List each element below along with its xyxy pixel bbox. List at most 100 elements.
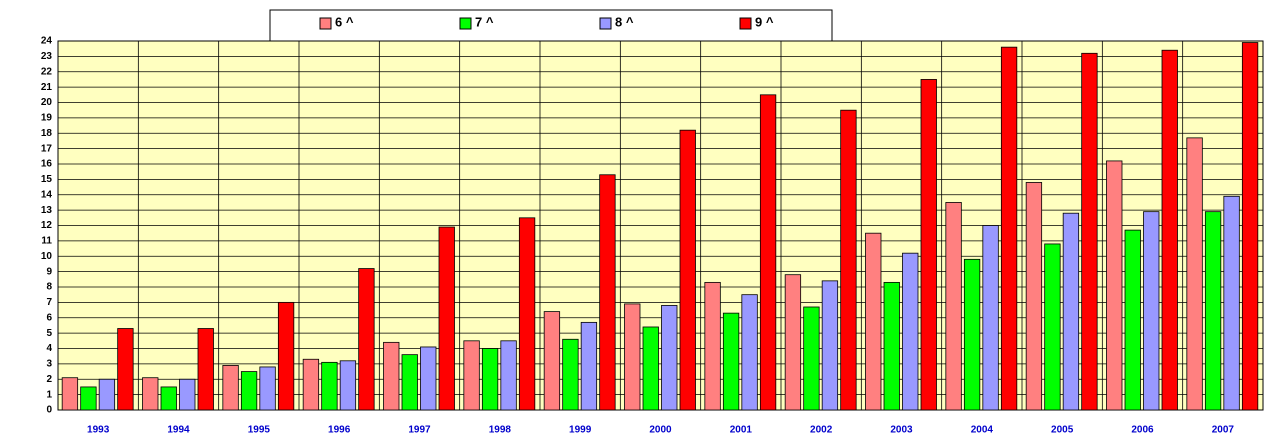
y-tick-label: 12 bbox=[41, 220, 53, 231]
y-tick-label: 18 bbox=[41, 128, 53, 139]
bar bbox=[277, 301, 295, 411]
y-tick-label: 3 bbox=[46, 359, 52, 370]
bar bbox=[383, 341, 400, 411]
bar bbox=[562, 338, 579, 411]
bar bbox=[1241, 42, 1259, 411]
bar bbox=[1106, 160, 1123, 411]
bar bbox=[704, 281, 721, 411]
y-tick-label: 10 bbox=[41, 251, 53, 262]
bar bbox=[945, 202, 962, 411]
bar bbox=[222, 365, 239, 411]
bar bbox=[438, 226, 455, 411]
bar bbox=[624, 303, 641, 411]
bar bbox=[98, 378, 116, 411]
bar bbox=[902, 252, 919, 411]
legend-label: 8 ^ bbox=[615, 14, 634, 29]
y-tick-label: 13 bbox=[41, 205, 53, 216]
x-tick-label: 2005 bbox=[1051, 425, 1074, 436]
legend bbox=[269, 9, 833, 42]
bar bbox=[661, 305, 678, 411]
y-tick-label: 24 bbox=[41, 36, 53, 47]
bar bbox=[982, 225, 999, 411]
bar bbox=[821, 280, 839, 411]
bar bbox=[321, 361, 338, 411]
bar bbox=[1143, 211, 1160, 411]
bar bbox=[1000, 46, 1018, 411]
y-tick-label: 8 bbox=[46, 282, 52, 293]
bar bbox=[840, 109, 857, 411]
bar bbox=[920, 79, 937, 411]
x-tick-label: 2007 bbox=[1212, 425, 1235, 436]
legend-label: 7 ^ bbox=[475, 14, 494, 29]
bar bbox=[1044, 243, 1061, 411]
bar bbox=[543, 311, 561, 411]
y-tick-label: 2 bbox=[46, 374, 52, 385]
bar bbox=[481, 348, 499, 411]
bar bbox=[240, 371, 258, 411]
legend-swatch bbox=[739, 17, 752, 30]
legend-label: 6 ^ bbox=[335, 14, 354, 29]
bar bbox=[722, 312, 740, 411]
x-tick-label: 1997 bbox=[408, 425, 431, 436]
y-tick-label: 14 bbox=[41, 189, 53, 200]
bar bbox=[1204, 211, 1222, 411]
y-tick-label: 7 bbox=[46, 297, 52, 308]
y-tick-label: 21 bbox=[41, 82, 53, 93]
bar bbox=[160, 386, 177, 411]
bar bbox=[358, 268, 375, 411]
y-tick-label: 4 bbox=[46, 343, 52, 354]
bar bbox=[599, 174, 616, 411]
bar bbox=[1062, 212, 1080, 411]
bar bbox=[1161, 49, 1178, 411]
x-tick-label: 2002 bbox=[810, 425, 833, 436]
bar bbox=[784, 274, 802, 411]
legend-swatch bbox=[319, 17, 332, 30]
legend-swatch bbox=[599, 17, 612, 30]
bar bbox=[1025, 182, 1043, 411]
y-tick-label: 15 bbox=[41, 174, 53, 185]
bar bbox=[642, 326, 659, 411]
x-tick-label: 1995 bbox=[248, 425, 271, 436]
y-tick-label: 1 bbox=[46, 389, 52, 400]
y-tick-label: 5 bbox=[46, 328, 52, 339]
bar bbox=[741, 294, 758, 411]
bar bbox=[803, 306, 820, 411]
y-tick-label: 17 bbox=[41, 143, 53, 154]
bar bbox=[117, 328, 134, 411]
bar bbox=[679, 129, 696, 411]
bar bbox=[142, 377, 159, 411]
bar bbox=[401, 354, 418, 411]
bar bbox=[759, 94, 777, 411]
y-tick-label: 11 bbox=[41, 236, 52, 247]
bar bbox=[80, 386, 97, 411]
bar bbox=[1081, 52, 1098, 411]
y-tick-label: 19 bbox=[41, 113, 53, 124]
x-tick-label: 1994 bbox=[167, 425, 190, 436]
x-tick-label: 2001 bbox=[730, 425, 753, 436]
x-tick-label: 1999 bbox=[569, 425, 592, 436]
bar bbox=[1186, 137, 1203, 411]
legend-label: 9 ^ bbox=[755, 14, 774, 29]
y-tick-label: 20 bbox=[41, 97, 53, 108]
x-tick-label: 1996 bbox=[328, 425, 351, 436]
legend-swatch bbox=[459, 17, 472, 30]
bar bbox=[1124, 229, 1141, 411]
x-tick-label: 2000 bbox=[649, 425, 672, 436]
bar bbox=[580, 321, 598, 411]
y-tick-label: 9 bbox=[46, 266, 52, 277]
bar bbox=[302, 358, 320, 411]
bar bbox=[463, 340, 480, 411]
bar bbox=[179, 378, 196, 411]
bar bbox=[420, 346, 437, 411]
x-tick-label: 1993 bbox=[87, 425, 110, 436]
bar bbox=[500, 340, 517, 411]
y-tick-label: 22 bbox=[41, 66, 53, 77]
bar bbox=[865, 232, 882, 411]
bar bbox=[1223, 195, 1240, 411]
bar bbox=[61, 377, 79, 411]
bar bbox=[339, 360, 357, 411]
bar bbox=[259, 366, 276, 411]
x-tick-label: 2006 bbox=[1131, 425, 1154, 436]
y-tick-label: 16 bbox=[41, 159, 53, 170]
